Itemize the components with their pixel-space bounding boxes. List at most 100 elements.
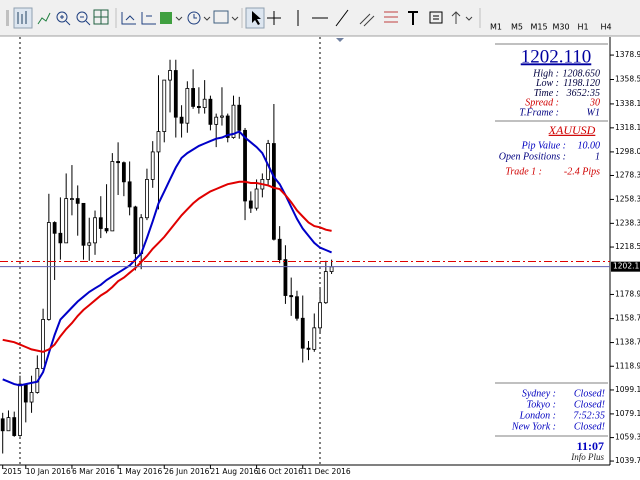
candle-body <box>277 238 282 261</box>
candle-body <box>208 98 213 125</box>
x-tick-label: 2015 <box>3 467 22 476</box>
candle-body <box>202 98 207 109</box>
shift-button[interactable] <box>141 12 156 25</box>
candle-body <box>329 266 334 272</box>
candle-button[interactable] <box>34 8 52 28</box>
candle-body <box>156 131 161 153</box>
account-label: Open Positions : <box>499 151 566 162</box>
candle-body <box>52 222 57 234</box>
zoom-out-button[interactable] <box>76 11 91 26</box>
candle-body <box>237 104 242 131</box>
candle-body <box>318 302 322 329</box>
price-label-box <box>611 261 640 272</box>
candle-body <box>214 116 219 125</box>
cursor-button[interactable] <box>245 7 265 29</box>
channel-button[interactable] <box>359 13 375 27</box>
trendline-button[interactable] <box>335 9 349 27</box>
y-tick-label: 1079.10 <box>615 409 640 418</box>
tile-button[interactable] <box>93 9 109 25</box>
clock: 11:07 <box>577 439 604 453</box>
timeframe-button[interactable]: M30 <box>552 23 569 32</box>
zoom-in-button[interactable] <box>56 11 71 26</box>
candle-body <box>29 392 34 403</box>
candle-body <box>300 317 305 349</box>
candle-body <box>64 198 69 244</box>
candle-body <box>121 162 126 183</box>
text-button[interactable] <box>408 11 418 25</box>
toolbar-icons <box>6 7 481 29</box>
session-label: Tokyo : <box>527 399 556 410</box>
candle-body <box>150 151 155 180</box>
candle-body <box>127 181 132 208</box>
timeframe-button[interactable]: H1 <box>577 23 588 32</box>
stat-value: W1 <box>587 107 600 118</box>
candle-body <box>248 200 253 209</box>
candle-body <box>145 179 149 219</box>
session-label: New York : <box>511 421 556 432</box>
y-tick-label: 1138.70 <box>615 338 640 347</box>
y-tick-label: 1118.90 <box>615 361 640 370</box>
price-label: 1202.11 <box>613 262 640 271</box>
stat-value: 30 <box>589 98 600 109</box>
y-tick-label: 1378.90 <box>615 50 640 59</box>
timeframe-button[interactable]: M1 <box>490 23 502 32</box>
candle-body <box>312 327 317 350</box>
account-label: Trade 1 : <box>505 166 542 177</box>
symbol: XAUUSD <box>548 123 596 137</box>
candle-body <box>168 70 172 81</box>
stat-label: Spread : <box>525 98 559 109</box>
timeframe-button[interactable]: M5 <box>511 23 523 32</box>
moving-average-line <box>2 130 332 387</box>
account-value: 1 <box>595 151 600 162</box>
candle-body <box>18 383 22 436</box>
bar-chart-button[interactable] <box>13 7 33 29</box>
candle-body <box>0 418 5 432</box>
candle-body <box>58 232 63 244</box>
indicators-button[interactable] <box>160 12 183 24</box>
stat-value: 3652:35 <box>566 88 600 99</box>
stat-label: T.Frame : <box>519 107 559 118</box>
candle-body <box>295 296 299 319</box>
candle-body <box>110 161 115 232</box>
candle-body <box>243 129 247 202</box>
x-tick-label: 16 Oct 2016 <box>257 467 304 476</box>
y-tick-label: 1178.90 <box>615 289 640 298</box>
candle-body <box>225 115 230 138</box>
y-tick-label: 1338.10 <box>615 99 640 108</box>
plot <box>0 59 610 454</box>
candle-body <box>6 417 11 432</box>
timeframe-button[interactable]: M15 <box>530 23 547 32</box>
y-tick-label: 1278.30 <box>615 170 640 179</box>
y-tick-label: 1059.30 <box>615 433 640 442</box>
candle-body <box>173 70 178 118</box>
candle-body <box>81 202 86 246</box>
autoscroll-button[interactable] <box>121 12 136 25</box>
candle-body <box>289 295 294 298</box>
arrows-button[interactable] <box>451 11 473 24</box>
session-value: Closed! <box>574 421 605 432</box>
fibo-button[interactable] <box>384 11 398 23</box>
periods-button[interactable] <box>187 11 211 25</box>
y-tick-label: 1238.30 <box>615 218 640 227</box>
y-tick-label: 1099.10 <box>615 385 640 394</box>
candle-body <box>23 383 28 403</box>
brand: Info Plus <box>570 452 604 462</box>
stat-value: 1198.120 <box>563 78 600 89</box>
candle-body <box>133 206 138 255</box>
candle-body <box>87 242 92 246</box>
stat-label: Low : <box>535 78 559 89</box>
label-button[interactable] <box>429 11 443 24</box>
candle-body <box>46 222 51 320</box>
account-label: Pip Value : <box>521 140 566 151</box>
templates-button[interactable] <box>213 10 239 24</box>
candle-body <box>191 88 196 107</box>
candle-body <box>323 271 328 304</box>
candle-body <box>75 198 80 204</box>
candle-body <box>162 79 167 132</box>
session-value: Closed! <box>574 399 605 410</box>
x-tick-label: 10 Jan 2016 <box>26 467 71 476</box>
crosshair-button[interactable] <box>267 11 281 25</box>
timeframe-button[interactable]: H4 <box>600 23 611 32</box>
